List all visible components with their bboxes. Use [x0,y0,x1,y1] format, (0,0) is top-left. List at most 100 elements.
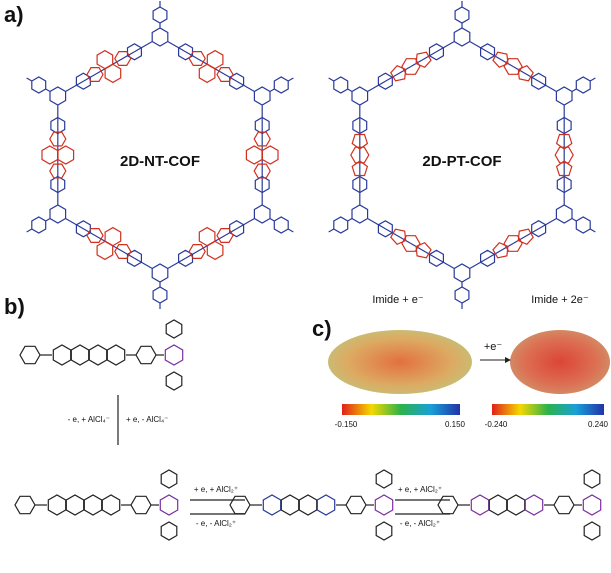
bond [236,218,255,230]
ring [96,49,114,70]
ring [428,249,444,267]
ring [101,494,121,516]
bond [410,51,437,68]
ring [49,86,67,106]
ring [583,521,601,541]
arrow-label: - e, - AlCl₂⁺ [400,519,440,528]
ring [556,116,572,135]
ring [14,495,36,515]
ring [188,50,206,67]
bond [287,77,294,82]
ring [19,345,41,365]
ring [352,116,368,135]
ring [86,66,104,83]
bond [367,80,386,92]
ring [454,286,470,304]
ring [575,76,591,94]
ring [165,319,183,339]
ring [280,494,300,516]
ring [555,204,573,224]
arrow-label: - e, - AlCl₂⁺ [196,519,236,528]
ring [374,494,394,516]
ring [390,228,407,246]
ring [41,145,59,165]
bond [347,88,353,93]
ring [165,371,183,391]
ring [377,72,393,90]
ring [216,228,234,243]
ring [47,494,67,516]
ring [553,495,575,515]
ring [582,494,602,516]
ring [229,72,245,90]
color-bar [492,404,604,415]
bond [487,51,514,68]
bond [589,228,596,233]
ring [253,86,271,106]
ring [31,216,47,234]
ring [188,244,206,259]
ring [178,43,194,61]
bond [269,88,275,93]
ring [524,494,544,516]
ring [151,27,169,47]
ring [488,494,508,516]
ring [351,204,369,224]
ring [31,76,47,94]
ring [390,64,407,82]
ring [160,469,178,489]
bar-max: 0.240 [588,420,609,429]
ring [254,116,270,135]
ring [106,344,126,366]
ring [401,58,421,75]
ring [216,66,234,83]
ring [178,249,194,267]
ring [415,51,432,69]
color-bar [342,404,460,415]
ring [75,220,91,238]
ring [253,204,271,224]
bond [538,218,557,230]
ring [49,163,67,179]
ring [83,494,103,516]
ring [298,494,318,516]
ring [492,51,509,69]
bond [469,257,488,269]
ring [453,27,471,47]
bond [167,257,186,269]
ring [437,495,459,515]
arrow-label: +e⁻ [484,341,503,353]
bond [436,257,455,269]
ring [503,58,523,75]
bond [589,77,596,82]
ring [75,72,91,90]
ring [453,263,471,283]
bond [328,77,335,82]
bond [436,41,455,53]
ring [152,286,168,304]
ring [531,72,547,90]
ring [333,216,349,234]
ring [575,216,591,234]
bar-min: -0.150 [335,420,358,429]
ring [261,145,279,165]
bond [538,80,557,92]
ring [531,220,547,238]
arrow-label: + e, + AlCl₂⁺ [194,485,238,494]
ring [480,249,496,267]
ring [351,133,369,150]
arrow-label: - e, + AlCl₄⁻ [68,415,110,424]
ring [351,86,369,106]
ring [253,163,271,179]
ring [273,76,289,94]
map-title: Imide + 2e⁻ [531,294,589,306]
bond [571,217,577,222]
ring [88,344,108,366]
ring [454,6,470,24]
ring [316,494,336,516]
ring [556,175,572,194]
ring [114,244,132,259]
bar-max: 0.150 [445,420,466,429]
ring [52,344,72,366]
ring [273,216,289,234]
